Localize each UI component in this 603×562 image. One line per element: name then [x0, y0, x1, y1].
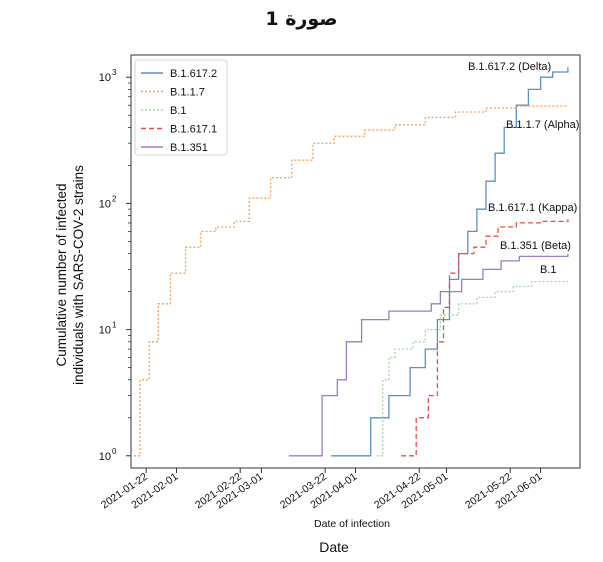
legend-box [134, 59, 228, 156]
y-tick-label: 10 [99, 451, 111, 463]
series-annotation-B.1.617.2: B.1.617.2 (Delta) [468, 61, 551, 73]
figure-title: صورة 1 [265, 8, 338, 30]
series-line-B.1.351 [288, 253, 569, 457]
series-line-B.1.1.7 [134, 105, 569, 457]
series-line-B.1 [376, 280, 568, 457]
legend-label: B.1 [170, 105, 187, 117]
y-tick-label: 10 [99, 198, 111, 210]
y-tick-exponent: 0 [112, 447, 117, 456]
series-annotation-B.1.1.7: B.1.1.7 (Alpha) [506, 119, 579, 131]
y-tick-exponent: 2 [112, 194, 117, 203]
legend-label: B.1.1.7 [170, 87, 205, 99]
legend-label: B.1.617.1 [170, 124, 217, 136]
legend-label: B.1.617.2 [170, 68, 217, 80]
series-line-B.1.617.1 [401, 219, 569, 457]
x-axis-title: Date of infection [314, 518, 390, 530]
chart-series-layer [134, 67, 569, 457]
chart-legend: B.1.617.2 B.1.1.7 B.1 B.1.617.1 B.1.351 [134, 59, 228, 156]
series-line-B.1.617.2 [331, 67, 569, 457]
y-axis-title-line-2: individuals with SARS-COV-2 strains [71, 165, 86, 385]
y-tick-exponent: 1 [112, 321, 117, 330]
chart-axes-layer [126, 54, 581, 473]
y-tick-label: 10 [99, 72, 111, 84]
series-annotation-B.1.351: B.1.351 (Beta) [500, 240, 571, 252]
series-annotation-B.1.617.1: B.1.617.1 (Kappa) [488, 202, 577, 214]
y-axis-title-line-1: Cumulative number of infected [54, 183, 69, 366]
legend-label: B.1.351 [170, 142, 208, 154]
series-annotation-B.1: B.1 [540, 264, 557, 276]
y-tick-exponent: 3 [112, 68, 117, 77]
date-caption: Date [319, 539, 349, 555]
y-tick-label: 10 [99, 325, 111, 337]
